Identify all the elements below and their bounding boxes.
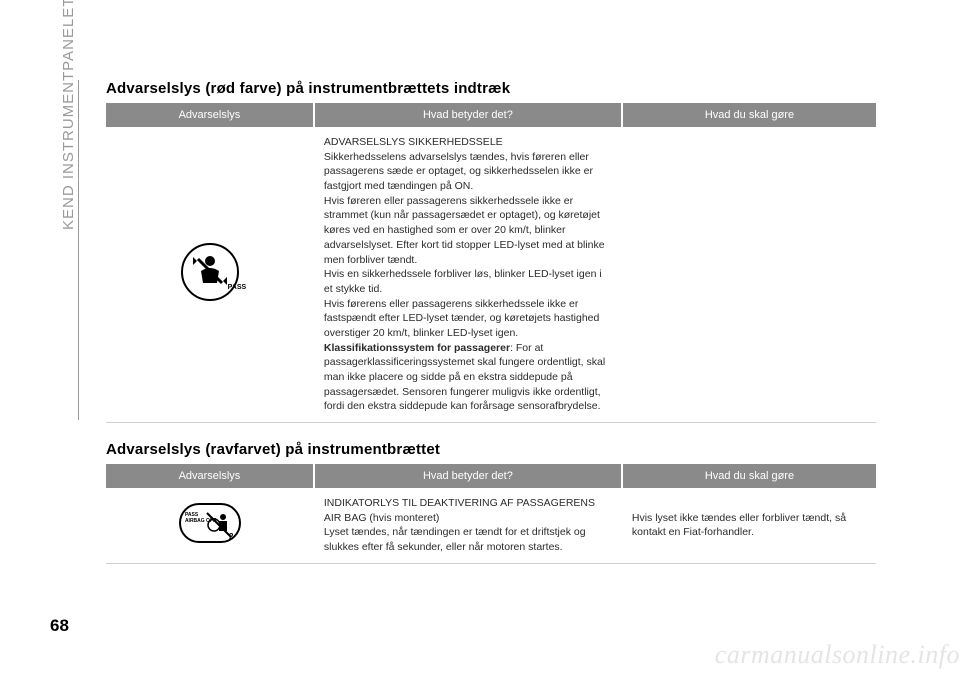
section2-meaning-cell: INDIKATORLYS TIL DEAKTIVERING AF PASSAGE… — [314, 488, 622, 563]
section2-header-3: Hvad du skal gøre — [622, 464, 876, 488]
table-row: PASS ADVARSELSLYS SIKKERHEDSSELE Sikkerh… — [106, 127, 876, 423]
section1-table: Advarselslys Hvad betyder det? Hvad du s… — [106, 103, 876, 423]
meaning-p3: Hvis en sikkerhedssele forbliver løs, bl… — [324, 267, 612, 296]
airbag-off-icon: PASS AIRBAG OFF 2 — [179, 503, 241, 543]
section2-title: Advarselslys (ravfarvet) på instrumentbr… — [106, 441, 876, 458]
meaning2-title: INDIKATORLYS TIL DEAKTIVERING AF PASSAGE… — [324, 496, 612, 525]
meaning-p1: Sikkerhedsselens advarselslys tændes, hv… — [324, 150, 612, 194]
meaning-p5-wrap: Klassifikationssystem for passagerer: Fo… — [324, 341, 612, 414]
section1-header-1: Advarselslys — [106, 103, 314, 127]
meaning-p2: Hvis føreren eller passagerens sikkerhed… — [324, 194, 612, 267]
section2-header-2: Hvad betyder det? — [314, 464, 622, 488]
meaning-title: ADVARSELSLYS SIKKERHEDSSELE — [324, 135, 612, 150]
meaning2-body: Lyset tændes, når tændingen er tændt for… — [324, 525, 612, 554]
section1-icon-cell: PASS — [106, 127, 314, 423]
section2-header-1: Advarselslys — [106, 464, 314, 488]
meaning-p4: Hvis førerens eller passagerens sikkerhe… — [324, 297, 612, 341]
page-content: Advarselslys (rød farve) på instrumentbr… — [106, 80, 876, 582]
page-number: 68 — [50, 616, 69, 636]
meaning-bold: Klassifikationssystem for passagerer — [324, 342, 510, 354]
seatbelt-pass-icon: PASS — [181, 243, 239, 301]
section2-icon-cell: PASS AIRBAG OFF 2 — [106, 488, 314, 563]
sidebar-section-label: KEND INSTRUMENTPANELET — [60, 0, 77, 230]
section1-action-cell — [622, 127, 876, 423]
table-row: PASS AIRBAG OFF 2 INDIKATORLYS TIL DEAKT… — [106, 488, 876, 563]
icon-pass-label: PASS — [210, 283, 264, 293]
section2-table: Advarselslys Hvad betyder det? Hvad du s… — [106, 464, 876, 564]
sidebar-divider — [78, 80, 79, 420]
section1-meaning-cell: ADVARSELSLYS SIKKERHEDSSELE Sikkerhedsse… — [314, 127, 622, 423]
svg-text:2: 2 — [229, 532, 234, 539]
section2-action-cell: Hvis lyset ikke tændes eller forbliver t… — [622, 488, 876, 563]
section1-header-2: Hvad betyder det? — [314, 103, 622, 127]
watermark-text: carmanualsonline.info — [715, 640, 960, 670]
section1-header-3: Hvad du skal gøre — [622, 103, 876, 127]
section1-title: Advarselslys (rød farve) på instrumentbr… — [106, 80, 876, 97]
